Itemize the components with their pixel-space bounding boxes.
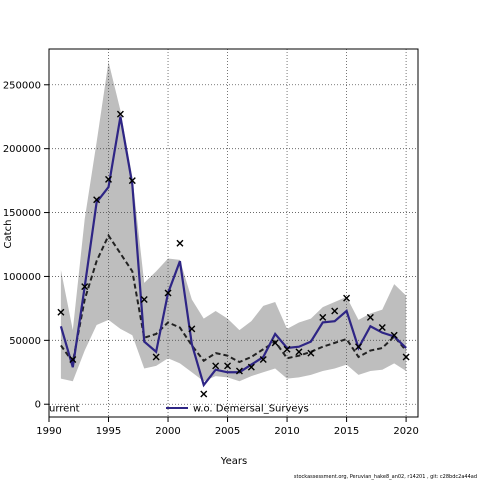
observed-point [81,283,89,291]
confidence-band-layer [60,61,407,382]
y-tick-label: 100000 [3,272,41,283]
y-tick-label: 50000 [9,336,41,347]
x-tick-label: 1995 [96,426,121,437]
observed-point [295,348,303,356]
legend-label-wo-demersal-surveys: w.o. Demersal_Surveys [193,404,309,415]
observed-point [331,307,339,315]
observed-point [93,196,101,204]
observed-point [271,339,279,347]
observed-point [69,356,77,363]
series-layer [59,116,407,388]
series-line-current [60,233,407,365]
x-tick-label: 2005 [215,426,240,437]
y-tick-label: 0 [35,400,41,411]
y-tick-label: 150000 [3,208,41,219]
observed-point [354,343,362,351]
observed-markers-layer [57,110,410,398]
legend-label-current: urrent [49,404,80,415]
observed-point [259,356,267,363]
observed-point [140,295,148,303]
confidence-band [60,61,407,382]
observed-point [307,349,315,357]
observed-point [247,363,255,371]
observed-point [283,345,291,353]
observed-point [235,367,243,375]
observed-point [343,294,351,302]
plot-frame [48,48,419,418]
x-tick-label: 2020 [393,426,418,437]
observed-point [212,362,220,370]
x-tick-label: 2000 [155,426,180,437]
observed-point [366,313,374,321]
x-tick-label: 2010 [274,426,299,437]
observed-point [319,313,327,321]
y-tick-label: 250000 [3,80,41,91]
observed-point [164,289,172,297]
x-axis-title: Years [220,456,247,467]
series-line-wo-demersal-surveys [59,116,407,388]
observed-point [57,308,65,316]
observed-point [402,353,410,361]
x-tick-label: 2015 [334,426,359,437]
observed-point [200,390,208,398]
x-tick-label: 1990 [36,426,61,437]
observed-point [116,110,124,118]
observed-point [105,175,113,183]
observed-point [378,324,386,332]
footer-note: stockassessment.org, Peruvian_hake8_an02… [294,474,477,480]
observed-point [128,177,136,185]
observed-point [188,325,196,333]
observed-point [176,239,184,247]
y-axis-title: Catch [3,220,14,249]
observed-point [390,331,398,339]
legend: urrent w.o. Demersal_Surveys [49,404,309,415]
axes-layer: 1990 1995 2000 2005 2010 2015 2020 0 50000 100000… [3,48,419,437]
y-tick-label: 200000 [3,144,41,155]
observed-point [152,353,160,361]
observed-point [224,362,232,370]
